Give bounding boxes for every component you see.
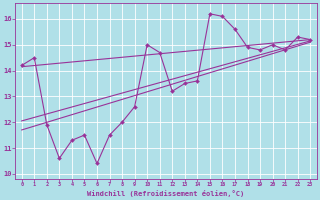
X-axis label: Windchill (Refroidissement éolien,°C): Windchill (Refroidissement éolien,°C) bbox=[87, 190, 244, 197]
